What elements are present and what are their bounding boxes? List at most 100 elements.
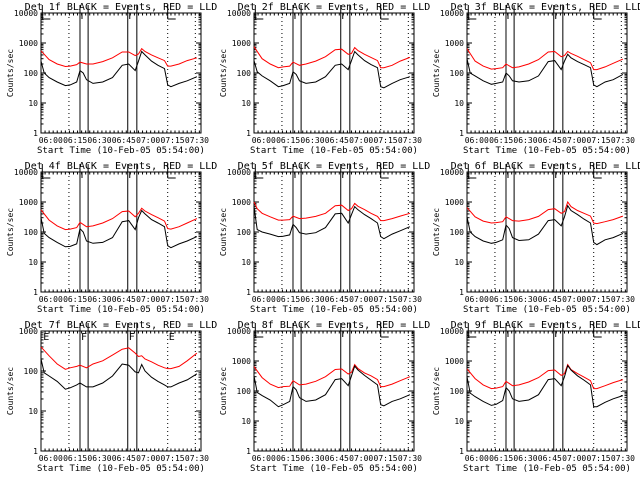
y-axis-label: Counts/sec bbox=[6, 208, 15, 256]
y-tick-label: 100 bbox=[24, 69, 39, 78]
y-tick-label: 100 bbox=[24, 367, 39, 376]
x-tick-label: 06:45 bbox=[325, 136, 349, 145]
y-tick-label: 1 bbox=[459, 447, 464, 456]
interval-bracket-e bbox=[467, 5, 477, 20]
y-axis-label: Counts/sec bbox=[6, 49, 15, 97]
x-tick-label: 06:45 bbox=[538, 136, 562, 145]
plot-frame bbox=[466, 171, 628, 293]
series-lld bbox=[40, 346, 198, 370]
y-tick-label: 10000 bbox=[440, 168, 464, 177]
y-tick-label: 10 bbox=[241, 258, 251, 267]
x-tick-label: 06:00 bbox=[39, 295, 63, 304]
x-tick-label: 07:30 bbox=[185, 454, 209, 463]
y-tick-label: 1 bbox=[459, 129, 464, 138]
y-tick-label: 100 bbox=[450, 228, 465, 237]
series-lld bbox=[253, 46, 411, 69]
y-tick-label: 10 bbox=[454, 258, 464, 267]
y-tick-label: 1000 bbox=[19, 327, 38, 336]
plot-frame bbox=[40, 12, 202, 134]
y-tick-label: 10 bbox=[241, 99, 251, 108]
y-axis-label: Counts/sec bbox=[219, 367, 228, 415]
x-tick-label: 06:30 bbox=[513, 295, 537, 304]
x-tick-label: 06:00 bbox=[465, 454, 489, 463]
x-tick-label: 07:15 bbox=[587, 295, 611, 304]
x-tick-label: 07:15 bbox=[374, 136, 398, 145]
plot-frame bbox=[253, 330, 415, 452]
x-tick-label: 06:30 bbox=[87, 454, 111, 463]
series-lld bbox=[466, 200, 624, 225]
interval-bracket-e bbox=[380, 323, 389, 338]
interval-bracket-e bbox=[380, 164, 389, 179]
y-tick-label: 10000 bbox=[227, 9, 251, 18]
x-tick-label: 06:00 bbox=[465, 136, 489, 145]
x-tick-label: 06:45 bbox=[112, 295, 136, 304]
x-axis-label: Start Time (10-Feb-05 05:54:00) bbox=[37, 464, 205, 474]
x-tick-label: 07:30 bbox=[185, 295, 209, 304]
x-tick-label: 06:00 bbox=[465, 295, 489, 304]
y-tick-label: 10000 bbox=[440, 327, 464, 336]
x-tick-label: 06:45 bbox=[325, 295, 349, 304]
x-tick-label: 06:30 bbox=[513, 136, 537, 145]
x-tick-label: 06:45 bbox=[538, 295, 562, 304]
interval-bracket-e bbox=[467, 323, 477, 338]
panel-title: Det 6f BLACK = Events, RED = LLD bbox=[451, 161, 640, 172]
x-tick-label: 07:30 bbox=[611, 136, 635, 145]
y-axis-label: Counts/sec bbox=[432, 208, 441, 256]
y-tick-label: 10 bbox=[28, 99, 38, 108]
x-tick-label: 06:15 bbox=[489, 454, 513, 463]
interval-bracket-e bbox=[41, 164, 51, 179]
x-tick-label: 07:15 bbox=[161, 136, 185, 145]
y-tick-label: 100 bbox=[237, 69, 252, 78]
x-tick-label: 07:15 bbox=[161, 454, 185, 463]
series-events bbox=[466, 53, 624, 88]
x-tick-label: 07:30 bbox=[398, 295, 422, 304]
x-tick-label: 07:00 bbox=[136, 295, 160, 304]
x-tick-label: 07:30 bbox=[185, 136, 209, 145]
x-tick-label: 06:15 bbox=[276, 454, 300, 463]
x-tick-label: 06:00 bbox=[39, 454, 63, 463]
x-tick-label: 06:15 bbox=[63, 295, 87, 304]
x-tick-label: 07:00 bbox=[562, 454, 586, 463]
interval-bracket-e bbox=[254, 164, 264, 179]
y-tick-label: 100 bbox=[24, 228, 39, 237]
x-tick-label: 07:30 bbox=[398, 136, 422, 145]
x-tick-label: 07:00 bbox=[562, 295, 586, 304]
y-tick-label: 10000 bbox=[440, 9, 464, 18]
x-tick-label: 06:30 bbox=[87, 136, 111, 145]
y-tick-label: 10 bbox=[454, 99, 464, 108]
x-tick-label: 06:00 bbox=[252, 136, 276, 145]
x-tick-label: 06:45 bbox=[538, 454, 562, 463]
y-axis-label: Counts/sec bbox=[219, 49, 228, 97]
x-tick-label: 07:15 bbox=[161, 295, 185, 304]
y-tick-label: 10 bbox=[28, 258, 38, 267]
series-lld bbox=[40, 47, 198, 68]
series-events bbox=[40, 209, 198, 249]
interval-bracket-e bbox=[593, 323, 602, 338]
y-tick-label: 1000 bbox=[232, 39, 251, 48]
x-tick-label: 06:00 bbox=[252, 454, 276, 463]
y-axis-label: Counts/sec bbox=[432, 367, 441, 415]
interval-bracket-e bbox=[593, 164, 602, 179]
y-tick-label: 1 bbox=[459, 288, 464, 297]
y-tick-label: 1000 bbox=[445, 39, 464, 48]
plot-frame bbox=[253, 12, 415, 134]
interval-bracket-e bbox=[467, 164, 477, 179]
interval-marker-e: E bbox=[169, 332, 175, 343]
x-axis-label: Start Time (10-Feb-05 05:54:00) bbox=[463, 464, 631, 474]
x-tick-label: 07:00 bbox=[349, 136, 373, 145]
series-lld bbox=[253, 201, 411, 222]
series-events bbox=[253, 364, 411, 408]
y-tick-label: 1000 bbox=[232, 357, 251, 366]
x-tick-label: 07:30 bbox=[611, 454, 635, 463]
x-tick-label: 06:45 bbox=[112, 136, 136, 145]
y-tick-label: 100 bbox=[237, 387, 252, 396]
panel-title: Det 3f BLACK = Events, RED = LLD bbox=[451, 2, 640, 13]
panel-title: Det 8f BLACK = Events, RED = LLD bbox=[238, 320, 431, 331]
y-tick-label: 100 bbox=[450, 387, 465, 396]
panel-title: Det 4f BLACK = Events, RED = LLD bbox=[25, 161, 218, 172]
interval-bracket-e bbox=[254, 5, 264, 20]
interval-marker-f: F bbox=[81, 332, 87, 343]
y-tick-label: 1000 bbox=[232, 198, 251, 207]
y-tick-label: 10000 bbox=[14, 9, 38, 18]
panel-det-2: Det 2f BLACK = Events, RED = LLD 1 10 100 10… bbox=[219, 2, 430, 156]
